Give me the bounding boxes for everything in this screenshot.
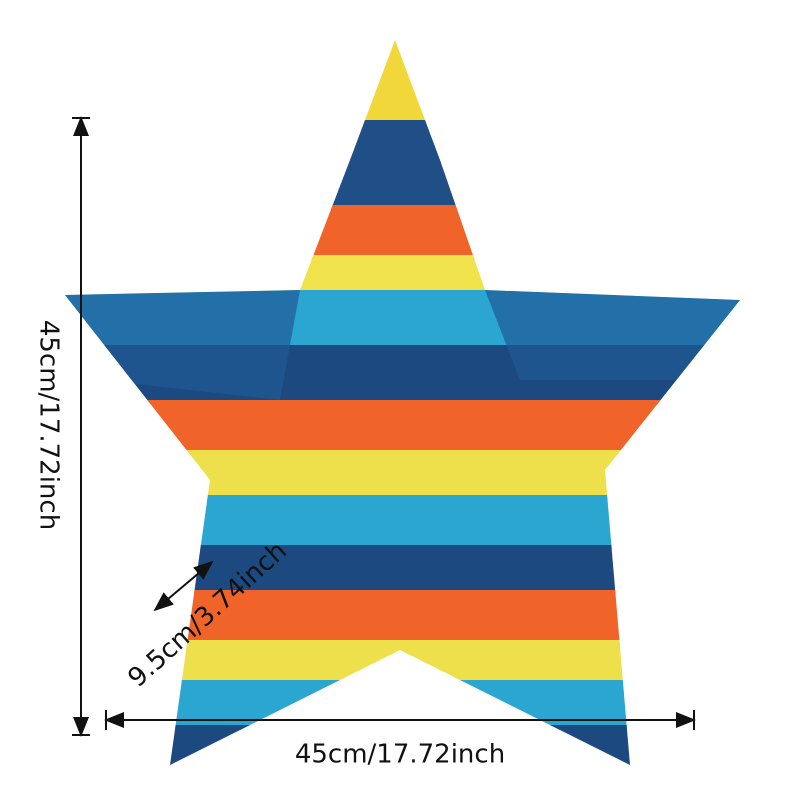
width-label: 45cm/17.72inch	[295, 740, 505, 770]
height-label: 45cm/17.72inch	[34, 320, 64, 530]
dimension-lines	[72, 116, 696, 737]
